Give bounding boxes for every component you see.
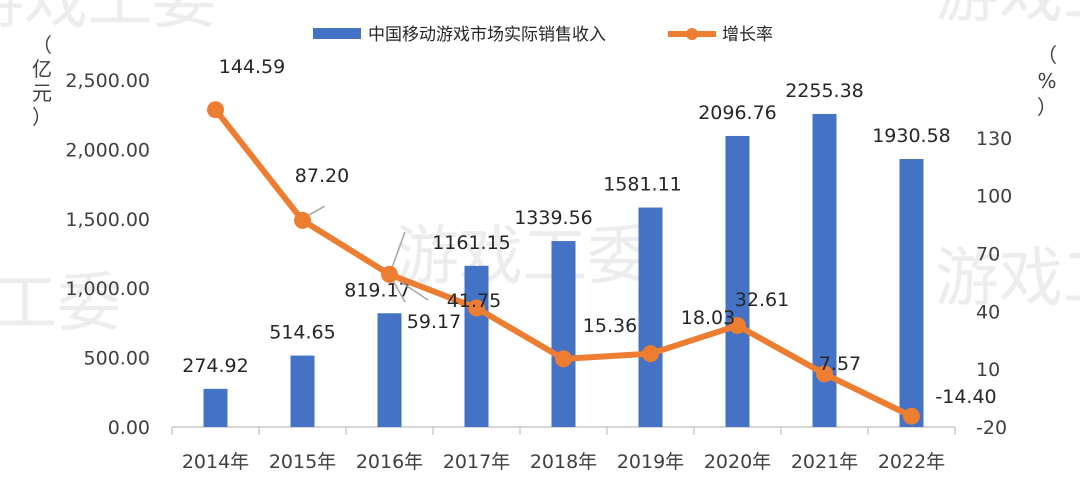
right-axis-unit-char: （ <box>1037 43 1057 67</box>
left-tick-label: 500.00 <box>84 348 150 370</box>
line-data-label: 59.17 <box>407 311 461 333</box>
growth-rate-points <box>207 101 920 425</box>
x-tick-label: 2015年 <box>269 451 336 473</box>
left-axis-unit-char: （ <box>32 33 52 57</box>
line-point <box>642 345 659 363</box>
watermark-top-left: 游戏工委 <box>0 0 216 38</box>
watermark-left: 游戏工委 <box>0 267 121 341</box>
bar-data-label: 1581.11 <box>603 174 682 196</box>
right-tick-label: 130 <box>976 128 1012 150</box>
watermark-right: 游戏工委 <box>935 242 1080 316</box>
left-tick-label: 2,500.00 <box>65 70 150 92</box>
right-tick-label: 40 <box>976 301 1000 323</box>
left-axis-unit-char: ） <box>32 105 52 129</box>
line-point <box>729 317 746 335</box>
line-data-label: 41.75 <box>447 290 501 312</box>
left-axis-unit: （亿元） <box>32 33 52 129</box>
line-data-label: 18.03 <box>681 307 735 329</box>
watermark-top-right: 游戏工委 <box>935 0 1080 32</box>
right-axis-unit-char: % <box>1037 69 1056 93</box>
line-point <box>207 101 224 119</box>
bar-data-label: 274.92 <box>182 355 248 377</box>
line-point <box>381 265 398 283</box>
left-tick-label: 2,000.00 <box>65 139 150 161</box>
line-data-label: 32.61 <box>735 289 789 311</box>
leader-line <box>306 205 325 217</box>
line-point <box>903 407 920 425</box>
left-tick-label: 1,500.00 <box>65 209 150 231</box>
bar-series <box>203 113 924 428</box>
line-point <box>816 365 833 383</box>
line-data-label: 7.57 <box>819 353 861 375</box>
right-tick-label: 70 <box>976 244 1000 266</box>
line-data-label: 15.36 <box>583 315 637 337</box>
right-axis-unit-char: ） <box>1037 95 1057 119</box>
bar-data-label: 2255.38 <box>785 80 864 102</box>
x-axis-ticks: 2014年 2015年 2016年 2017年 2018年 2019年 2020年 2021年… <box>171 427 956 473</box>
bar-data-label: 819.17 <box>344 279 410 301</box>
legend-bar-label: 中国移动游戏市场实际销售收入 <box>368 25 606 45</box>
line-data-label: -14.40 <box>935 386 996 408</box>
right-tick-label: -20 <box>976 417 1007 439</box>
legend-bar-swatch <box>313 28 361 39</box>
x-tick-label: 2016年 <box>356 451 423 473</box>
bar-data-label: 1339.56 <box>514 207 593 229</box>
line-point <box>468 299 485 317</box>
bar <box>203 388 228 427</box>
right-tick-label: 100 <box>976 186 1012 208</box>
x-tick-label: 2017年 <box>443 451 510 473</box>
right-tick-label: 10 <box>976 359 1000 381</box>
bar-data-label: 1930.58 <box>872 125 951 147</box>
left-tick-label: 0.00 <box>108 417 150 439</box>
watermark-center: 游戏工委 <box>395 220 651 294</box>
bar <box>290 355 315 427</box>
x-tick-label: 2019年 <box>617 451 684 473</box>
bar-data-label: 1161.15 <box>432 232 511 254</box>
x-tick-label: 2014年 <box>182 451 249 473</box>
bar <box>377 313 402 427</box>
bar <box>551 241 576 427</box>
x-tick-label: 2021年 <box>791 451 858 473</box>
left-axis-unit-char: 元 <box>32 81 52 105</box>
x-tick-label: 2022年 <box>878 451 945 473</box>
bar-data-label: 514.65 <box>269 322 335 344</box>
bar <box>638 207 663 427</box>
left-tick-label: 1,000.00 <box>65 278 150 300</box>
right-axis-ticks: -20 10 40 70 100 130 <box>976 128 1012 439</box>
line-point <box>294 211 311 229</box>
legend: 中国移动游戏市场实际销售收入 增长率 <box>313 25 773 45</box>
legend-line-label: 增长率 <box>722 25 773 45</box>
line-data-label: 144.59 <box>219 56 285 78</box>
bar-data-label: 2096.76 <box>698 102 777 124</box>
x-tick-label: 2018年 <box>530 451 597 473</box>
right-axis-unit: （%） <box>1037 43 1057 119</box>
left-axis-unit-char: 亿 <box>32 57 52 81</box>
x-tick-label: 2020年 <box>704 451 771 473</box>
line-point <box>555 350 572 368</box>
watermarks: 游戏工委游戏工委游戏工委游戏工委游戏工委 <box>0 0 1080 341</box>
bar <box>899 159 924 427</box>
legend-line-marker <box>686 28 698 40</box>
left-axis-ticks: 0.00 500.00 1,000.00 1,500.00 2,000.00 2,500.… <box>65 70 150 439</box>
bar <box>464 265 489 427</box>
line-data-label: 87.20 <box>295 165 349 187</box>
bar <box>725 135 750 427</box>
